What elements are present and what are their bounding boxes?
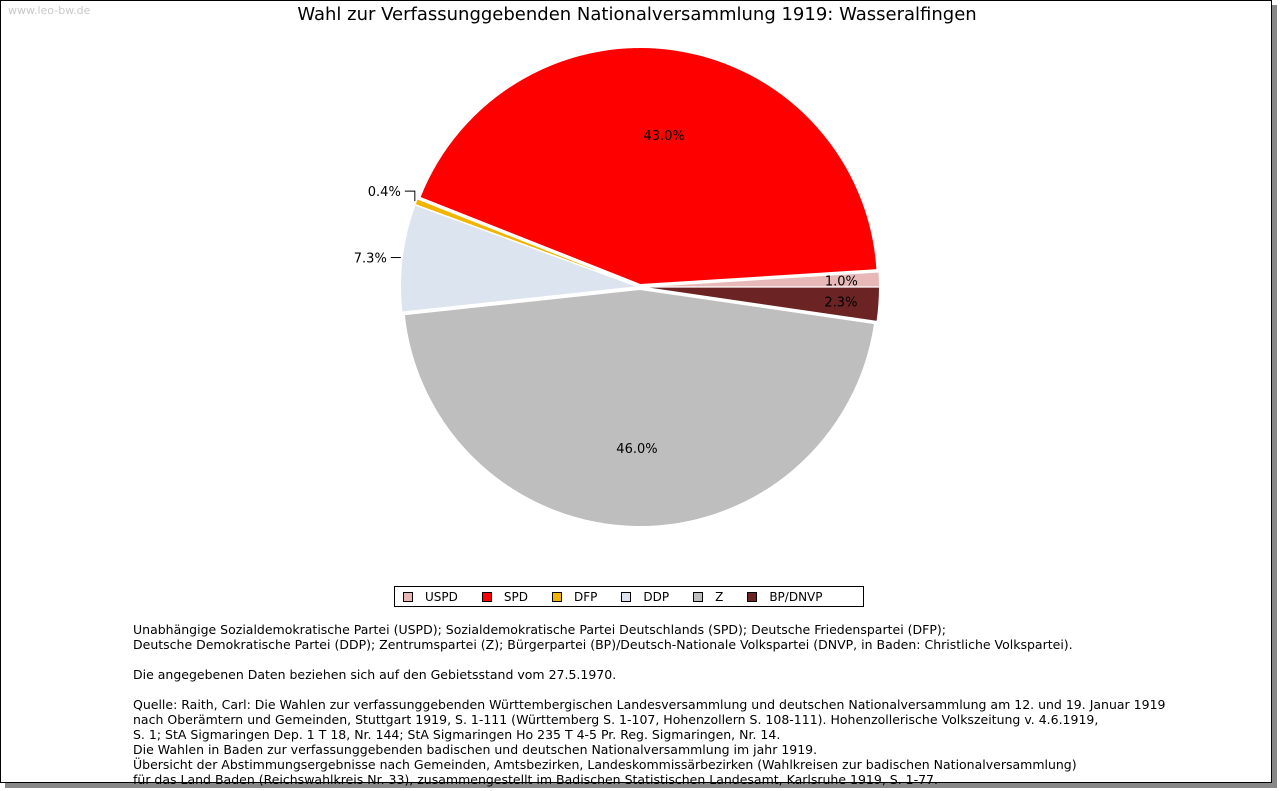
source-line-6: für das Land Baden (Reichswahlkreis Nr. … <box>133 772 938 787</box>
legend-item-spd: SPD <box>481 589 528 604</box>
source-line-2: nach Oberämtern und Gemeinden, Stuttgart… <box>133 712 1099 727</box>
territory-note: Die angegebenen Daten beziehen sich auf … <box>133 667 617 682</box>
chart-title: Wahl zur Verfassunggebenden Nationalvers… <box>297 4 977 25</box>
legend-item-ddp: DDP <box>621 590 669 604</box>
legend-item-dfp: DFP <box>551 589 598 604</box>
legend-item-z: Z <box>693 590 723 604</box>
legend: USPD SPD DFP DDP Z BP/DNVP <box>394 586 864 607</box>
source-line-3: S. 1; StA Sigmaringen Dep. 1 T 18, Nr. 1… <box>133 727 781 742</box>
legend-label-spd: SPD <box>503 589 528 604</box>
notes: Unabhängige Sozialdemokratische Partei (… <box>133 622 1253 787</box>
source-line-1: Quelle: Raith, Carl: Die Wahlen zur verf… <box>133 697 1166 712</box>
pie-slice-spd <box>419 47 878 286</box>
legend-label-ddp: DDP <box>643 589 670 604</box>
legend-swatch-dfp <box>551 591 562 602</box>
pie-label-spd: 43.0% <box>643 129 684 144</box>
watermark: www.leo-bw.de <box>8 4 91 17</box>
pie-slice-dfp <box>414 198 638 287</box>
pie-label-uspd: 1.0% <box>825 275 858 290</box>
parties-note-line-1: Unabhängige Sozialdemokratische Partei (… <box>133 622 946 637</box>
pie-label-z: 46.0% <box>616 442 657 457</box>
pie-label-dfp: 0.4% <box>368 185 401 200</box>
pie-label-bp-dnvp: 2.3% <box>824 296 857 311</box>
legend-label-uspd: USPD <box>425 589 458 604</box>
legend-item-bp-dnvp: BP/DNVP <box>747 589 823 604</box>
pie-leader-dfp <box>404 190 416 202</box>
pie-label-ddp: 7.3% <box>354 252 387 267</box>
legend-swatch-uspd <box>403 591 413 602</box>
legend-swatch-spd <box>481 591 492 602</box>
legend-label-bp-dnvp: BP/DNVP <box>769 589 823 604</box>
pie-slice-z <box>403 288 876 527</box>
parties-note-line-2: Deutsche Demokratische Partei (DDP); Zen… <box>133 637 1073 652</box>
source-line-5: Übersicht der Abstimmungsergebnisse nach… <box>133 757 1077 772</box>
legend-swatch-z <box>693 591 704 602</box>
pie-chart: 1.0% 43.0% 0.4% 7.3% 46.0% 2.3% <box>354 47 880 527</box>
legend-item-uspd: USPD <box>403 590 458 604</box>
legend-label-z: Z <box>715 589 724 604</box>
legend-label-dfp: DFP <box>573 589 598 604</box>
legend-swatch-bp-dnvp <box>747 591 758 602</box>
source-line-4: Die Wahlen in Baden zur verfassunggebend… <box>133 742 818 757</box>
pie-slice-ddp <box>400 204 638 313</box>
pie-slice-bp-dnvp <box>642 286 880 322</box>
legend-swatch-ddp <box>621 591 632 602</box>
